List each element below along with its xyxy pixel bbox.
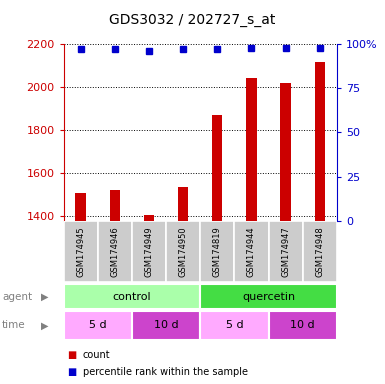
Bar [200, 221, 234, 282]
Text: GSM174948: GSM174948 [315, 226, 324, 277]
Text: count: count [83, 350, 110, 360]
Text: GSM174945: GSM174945 [76, 226, 85, 277]
Text: 5 d: 5 d [226, 320, 243, 331]
Bar [144, 215, 154, 221]
Text: 5 d: 5 d [89, 320, 107, 331]
Bar [200, 284, 337, 309]
Bar [64, 221, 98, 282]
Text: GSM174947: GSM174947 [281, 226, 290, 277]
Bar [200, 311, 269, 340]
Bar [166, 221, 200, 282]
Text: ■: ■ [67, 350, 77, 360]
Bar [132, 311, 200, 340]
Bar [281, 83, 291, 221]
Bar [110, 190, 120, 221]
Text: ▶: ▶ [40, 291, 48, 302]
Bar [64, 284, 200, 309]
Bar [212, 115, 223, 221]
Text: ■: ■ [67, 367, 77, 377]
Text: quercetin: quercetin [242, 291, 295, 302]
Text: time: time [2, 320, 25, 331]
Bar [315, 63, 325, 221]
Bar [234, 221, 269, 282]
Bar [303, 221, 337, 282]
Text: GSM174944: GSM174944 [247, 226, 256, 277]
Bar [64, 311, 132, 340]
Text: percentile rank within the sample: percentile rank within the sample [83, 367, 248, 377]
Bar [269, 311, 337, 340]
Bar [75, 193, 86, 221]
Bar [98, 221, 132, 282]
Text: 10 d: 10 d [290, 320, 315, 331]
Bar [178, 187, 188, 221]
Bar [246, 78, 256, 221]
Text: GSM174946: GSM174946 [110, 226, 119, 277]
Text: GSM174819: GSM174819 [213, 226, 222, 277]
Text: 10 d: 10 d [154, 320, 178, 331]
Text: GSM174949: GSM174949 [144, 226, 154, 277]
Text: GDS3032 / 202727_s_at: GDS3032 / 202727_s_at [109, 13, 276, 27]
Text: GSM174950: GSM174950 [179, 226, 187, 277]
Bar [132, 221, 166, 282]
Text: ▶: ▶ [40, 320, 48, 331]
Text: control: control [112, 291, 151, 302]
Text: agent: agent [2, 291, 32, 302]
Bar [269, 221, 303, 282]
